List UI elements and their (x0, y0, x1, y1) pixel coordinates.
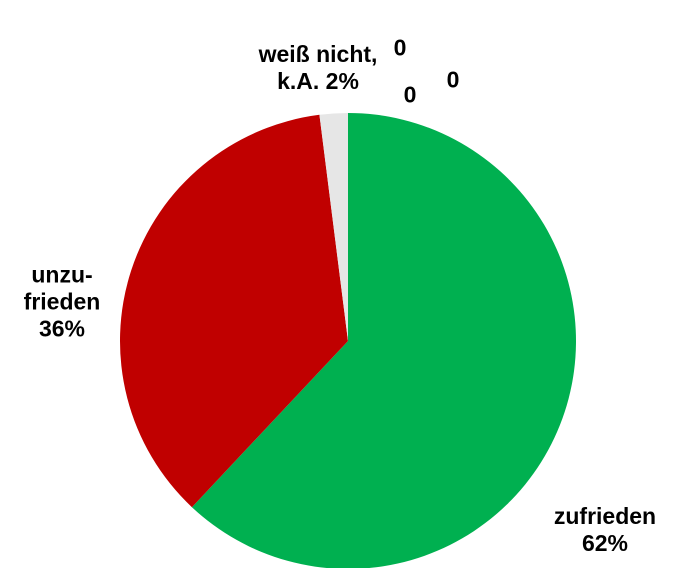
pie-slice (191, 113, 576, 568)
value-label: 0 (393, 34, 407, 61)
slice-label: weiß nicht, k.A. 2% (258, 41, 378, 95)
category-label: weiß nicht, k.A. (258, 41, 378, 94)
slice-label: 0 (380, 35, 420, 62)
value-label: 0 (403, 81, 417, 108)
slice-label: zufrieden 62% (530, 503, 675, 557)
value-label: 36% (38, 315, 86, 342)
category-label: unzu-frieden (23, 261, 101, 315)
value-label: 2% (325, 68, 359, 94)
pie-slice (119, 114, 348, 508)
value-label: 62% (581, 530, 629, 556)
pie-slice (319, 113, 348, 341)
slice-label: unzu-frieden 36% (17, 262, 107, 343)
category-label: zufrieden (553, 503, 657, 529)
value-label: 0 (446, 66, 460, 93)
slice-label: 0 (390, 82, 430, 109)
slice-label: 0 (433, 67, 473, 94)
